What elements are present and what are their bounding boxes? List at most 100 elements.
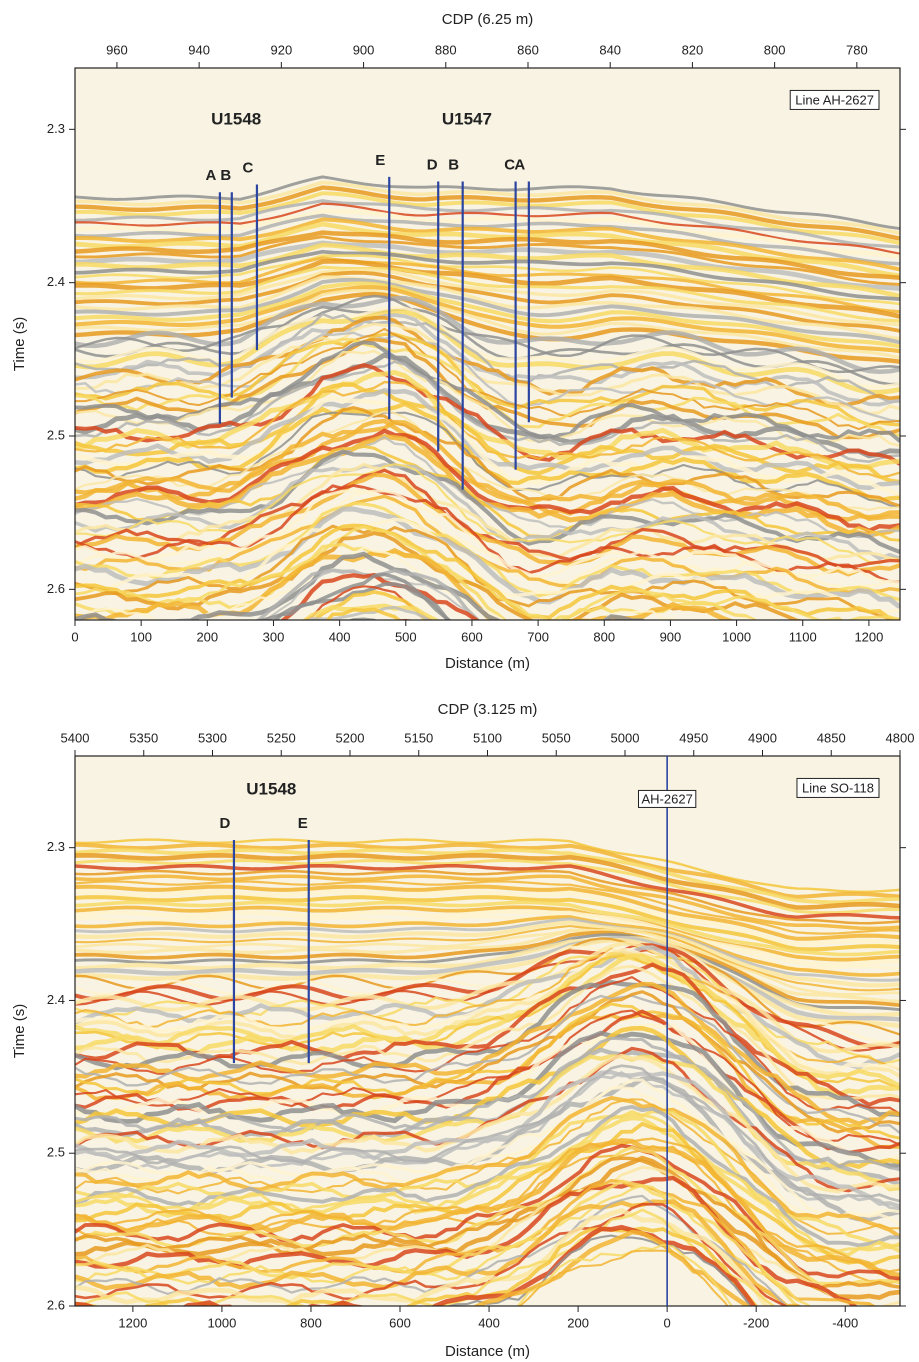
crossing-label: AH-2627	[641, 791, 692, 806]
x2-tick-label: 960	[106, 42, 128, 57]
x2-tick-label: 860	[517, 42, 539, 57]
plot-frame	[74, 67, 901, 621]
seismic-reflector	[75, 964, 900, 1101]
seismic-reflector	[75, 1208, 770, 1306]
x2-tick-label: 940	[188, 42, 210, 57]
seismic-reflector	[75, 213, 900, 266]
seismic-reflector	[75, 838, 900, 893]
x-tick-label: 1200	[854, 629, 883, 644]
hole-label: E	[298, 815, 308, 832]
y-tick-label: 2.3	[47, 839, 65, 854]
hole-label: D	[220, 815, 231, 832]
seismic-reflector	[75, 933, 900, 1012]
seismic-reflector	[75, 551, 646, 620]
x-tick-label: 0	[71, 629, 78, 644]
hole-label: C	[504, 156, 515, 173]
hole-label: C	[243, 160, 254, 177]
seismic-reflector	[75, 249, 900, 301]
seismic-reflector	[75, 406, 900, 508]
seismic-reflector	[75, 1009, 900, 1155]
line-label-box	[789, 89, 880, 110]
x2-tick-label: 840	[599, 42, 621, 57]
seismic-reflector	[472, 1229, 751, 1306]
seismic-reflector	[75, 285, 900, 354]
hole-label: B	[448, 156, 459, 173]
x-tick-label: 200	[567, 1315, 589, 1330]
seismic-reflector	[75, 975, 900, 1115]
hole-label: E	[375, 152, 385, 169]
seismic-image	[75, 68, 900, 620]
seismic-reflector	[75, 936, 900, 1022]
seismic-reflector	[75, 1110, 900, 1253]
x2-axis-title: CDP (6.25 m)	[442, 11, 533, 28]
seismic-reflector	[75, 235, 900, 286]
seismic-reflector	[75, 462, 900, 564]
x-tick-label: 500	[395, 629, 417, 644]
x2-tick-label: 5100	[473, 730, 502, 745]
seismic-reflector	[75, 1012, 900, 1149]
x-tick-label: 0	[664, 1315, 671, 1330]
seismic-reflector	[75, 175, 900, 231]
seismic-reflector	[75, 1053, 900, 1194]
seismic-reflector	[75, 848, 900, 905]
seismic-reflector	[75, 240, 900, 291]
seismic-reflector	[75, 199, 900, 249]
seismic-reflector	[75, 1009, 900, 1147]
x-tick-label: 800	[593, 629, 615, 644]
seismic-reflector	[75, 428, 900, 534]
seismic-reflector	[75, 294, 900, 374]
seismic-reflector	[75, 291, 900, 364]
x-axis-title: Distance (m)	[445, 655, 530, 672]
seismic-reflector	[75, 895, 900, 952]
x-tick-label: 600	[389, 1315, 411, 1330]
seismic-reflector	[75, 270, 900, 333]
x2-tick-label: 5200	[336, 730, 365, 745]
seismic-reflector	[75, 945, 900, 1070]
seismic-reflector	[75, 842, 900, 899]
line-label: Line AH-2627	[795, 92, 874, 107]
seismic-reflector	[75, 1098, 900, 1235]
seismic-reflector	[75, 277, 900, 345]
seismic-reflector	[75, 221, 900, 279]
x-tick-label: 100	[130, 629, 152, 644]
seismic-reflector	[75, 489, 900, 591]
seismic-reflector	[75, 322, 900, 416]
seismic-reflector	[75, 981, 900, 1127]
x2-tick-label: 5150	[404, 730, 433, 745]
seismic-reflector	[75, 1036, 900, 1172]
seismic-reflector	[75, 852, 900, 910]
seismic-reflector	[75, 1156, 900, 1291]
seismic-reflector	[75, 202, 900, 255]
y-tick-label: 2.4	[47, 274, 65, 289]
seismic-reflector	[75, 1046, 900, 1193]
y-tick-label: 2.5	[47, 1145, 65, 1160]
x2-tick-label: 5000	[611, 730, 640, 745]
seismic-reflector	[75, 1199, 803, 1306]
seismic-reflector	[75, 506, 900, 610]
seismic-reflector	[75, 410, 900, 512]
seismic-reflector	[75, 1179, 860, 1306]
seismic-reflector	[75, 1155, 900, 1300]
x-tick-label: 900	[660, 629, 682, 644]
x2-tick-label: 800	[764, 42, 786, 57]
seismic-reflector	[75, 1224, 757, 1306]
seismic-reflector	[75, 1138, 900, 1278]
x2-tick-label: 4900	[748, 730, 777, 745]
seismic-reflector	[75, 315, 900, 407]
x-tick-label: 1000	[722, 629, 751, 644]
seismic-reflector	[75, 191, 900, 246]
x2-tick-label: 920	[271, 42, 293, 57]
line-label-box	[796, 777, 880, 798]
seismic-reflector	[75, 258, 900, 319]
seismic-reflector	[75, 917, 900, 982]
seismic-reflector	[75, 208, 900, 260]
seismic-reflector	[75, 382, 900, 485]
hole-label: B	[220, 167, 231, 184]
seismic-reflector	[75, 994, 900, 1134]
hole-label: A	[205, 167, 216, 184]
seismic-reflector	[75, 288, 900, 360]
y-tick-label: 2.6	[47, 581, 65, 596]
y-tick-label: 2.3	[47, 121, 65, 136]
x-tick-label: 800	[300, 1315, 322, 1330]
seismic-reflector	[75, 889, 900, 947]
